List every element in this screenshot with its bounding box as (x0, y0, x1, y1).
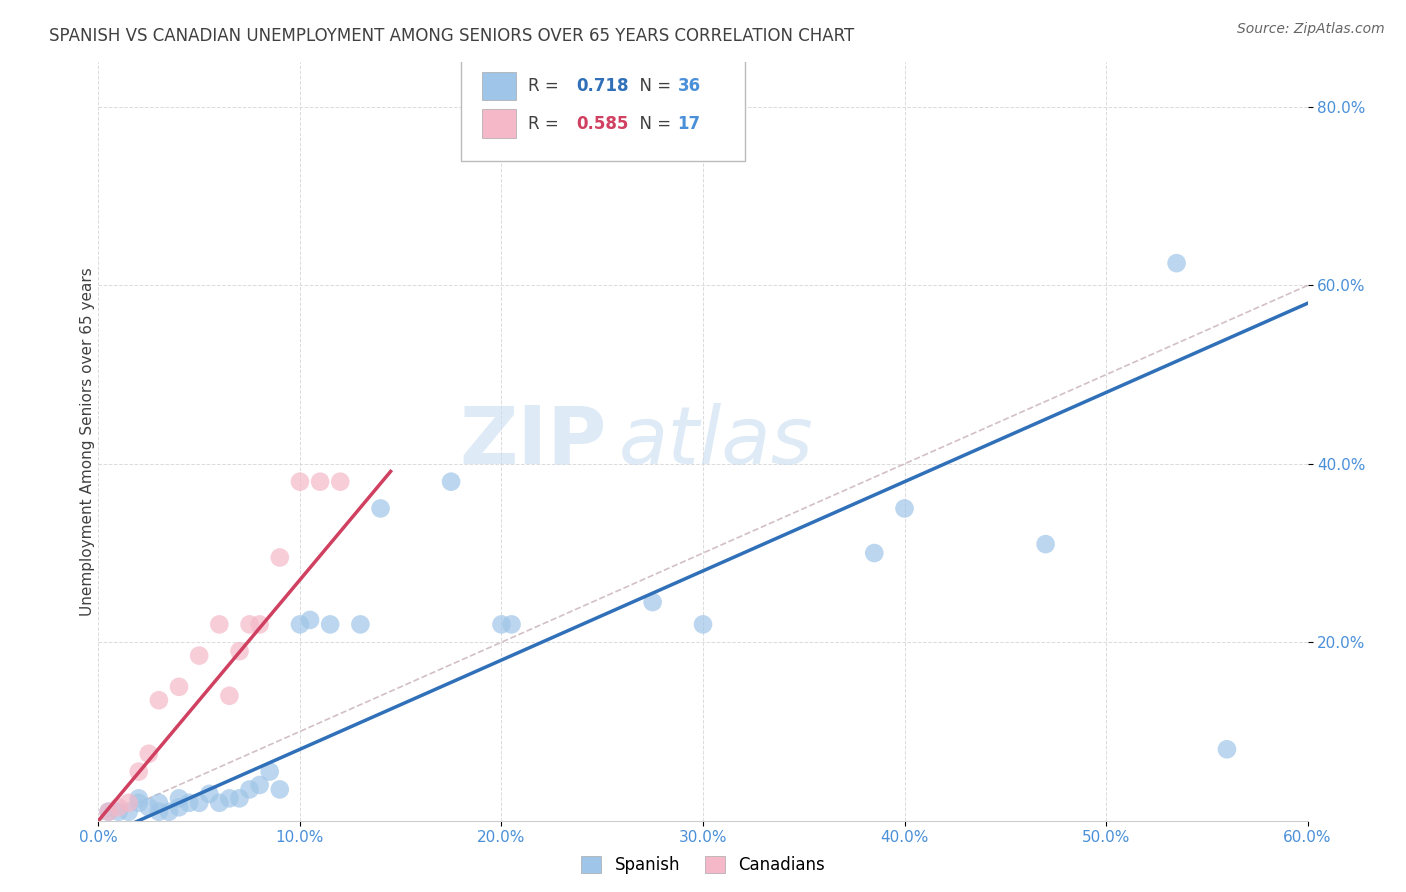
Text: R =: R = (527, 77, 564, 95)
Text: 0.585: 0.585 (576, 115, 628, 133)
Point (893, 501, 915, 516)
Text: N =: N = (630, 77, 676, 95)
Point (641, 595, 664, 609)
Point (228, 791, 250, 805)
FancyBboxPatch shape (482, 110, 516, 138)
Point (239, 782, 262, 797)
Point (188, 796, 211, 810)
FancyBboxPatch shape (482, 71, 516, 101)
Point (167, 800, 190, 814)
Point (1166, 256, 1188, 270)
Point (249, 778, 271, 792)
Point (692, 617, 714, 632)
Point (138, 747, 160, 761)
Point (329, 475, 352, 489)
Point (198, 787, 221, 801)
Point (299, 613, 322, 627)
Point (128, 796, 150, 810)
Point (1035, 537, 1057, 551)
Point (128, 764, 150, 779)
Text: ZIP: ZIP (458, 402, 606, 481)
Point (107, 805, 129, 819)
FancyBboxPatch shape (461, 59, 745, 161)
Point (440, 475, 463, 489)
Text: atlas: atlas (619, 402, 813, 481)
Text: Source: ZipAtlas.com: Source: ZipAtlas.com (1237, 22, 1385, 37)
Point (259, 764, 281, 779)
Text: R =: R = (527, 115, 564, 133)
Point (249, 617, 271, 632)
Point (1216, 742, 1239, 756)
Point (288, 617, 311, 632)
Point (97, 805, 120, 819)
Point (148, 796, 170, 810)
Y-axis label: Unemployment Among Seniors over 65 years: Unemployment Among Seniors over 65 years (80, 268, 94, 615)
Point (218, 689, 240, 703)
Point (138, 800, 160, 814)
Text: 17: 17 (678, 115, 700, 133)
Point (148, 693, 170, 707)
Point (148, 805, 170, 819)
Point (208, 796, 231, 810)
Text: 36: 36 (678, 77, 700, 95)
Point (239, 617, 262, 632)
Point (269, 782, 291, 797)
Point (208, 617, 231, 632)
Point (128, 791, 150, 805)
Point (491, 617, 513, 632)
Point (288, 475, 311, 489)
Point (269, 550, 291, 565)
Text: 0.718: 0.718 (576, 77, 628, 95)
Point (218, 791, 240, 805)
Point (107, 800, 129, 814)
Point (179, 796, 201, 810)
Point (501, 617, 523, 632)
Point (97, 805, 120, 819)
Point (309, 475, 332, 489)
Point (349, 617, 371, 632)
Point (167, 791, 190, 805)
Point (167, 680, 190, 694)
Point (118, 805, 141, 819)
Point (370, 501, 392, 516)
Text: SPANISH VS CANADIAN UNEMPLOYMENT AMONG SENIORS OVER 65 YEARS CORRELATION CHART: SPANISH VS CANADIAN UNEMPLOYMENT AMONG S… (49, 27, 855, 45)
Text: N =: N = (630, 115, 676, 133)
Point (157, 805, 180, 819)
Point (319, 617, 342, 632)
Point (863, 546, 886, 560)
Point (188, 648, 211, 663)
Point (228, 644, 250, 658)
Point (118, 796, 141, 810)
Legend: Spanish, Canadians: Spanish, Canadians (575, 849, 831, 880)
